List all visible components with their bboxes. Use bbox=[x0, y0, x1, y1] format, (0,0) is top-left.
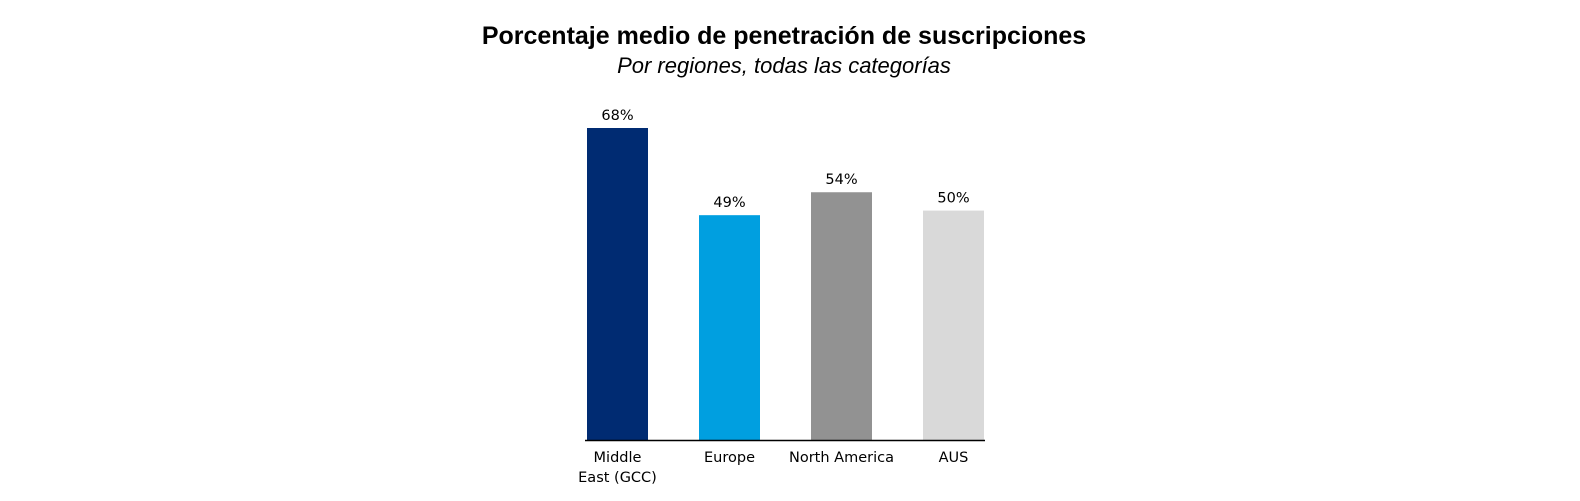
bar-1 bbox=[587, 128, 648, 440]
category-label-line: Middle bbox=[594, 450, 642, 466]
value-label-1: 68% bbox=[601, 108, 633, 124]
value-label-2: 49% bbox=[713, 195, 745, 211]
bars-group bbox=[587, 128, 984, 440]
value-label-3: 54% bbox=[825, 172, 857, 188]
value-label-4: 50% bbox=[937, 191, 969, 207]
category-label-line: Europe bbox=[704, 450, 755, 466]
category-label-2: Europe bbox=[704, 450, 755, 466]
chart-subtitle: Por regiones, todas las categorías bbox=[617, 53, 951, 78]
category-label-line: East (GCC) bbox=[578, 470, 657, 486]
category-label-line: North America bbox=[789, 450, 894, 466]
category-label-4: AUS bbox=[939, 450, 969, 466]
category-label-1: Middle East (GCC) bbox=[578, 450, 657, 486]
category-labels-group: Middle East (GCC) Europe North America AUS bbox=[578, 450, 968, 486]
category-label-line: AUS bbox=[939, 450, 969, 466]
chart-title: Porcentaje medio de penetración de suscr… bbox=[481, 22, 1087, 50]
bar-3 bbox=[811, 192, 872, 440]
bar-4 bbox=[923, 210, 984, 440]
value-labels-group: 68% 49% 54% 50% bbox=[601, 108, 969, 211]
bar-2 bbox=[699, 215, 760, 440]
category-label-3: North America bbox=[789, 450, 894, 466]
